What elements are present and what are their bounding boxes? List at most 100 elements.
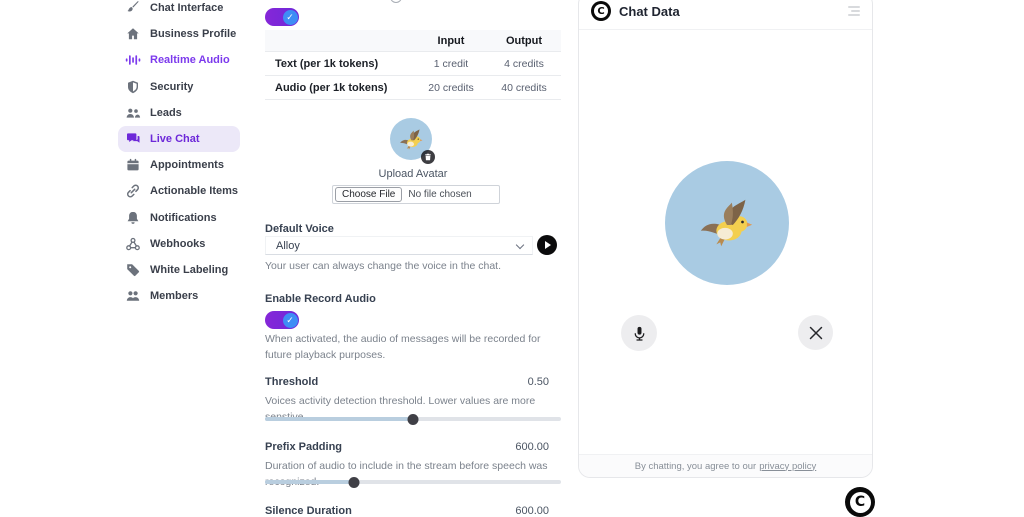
info-icon[interactable]: i <box>389 0 402 3</box>
paintbrush-icon <box>125 0 141 16</box>
threshold-row: Threshold 0.50 <box>265 376 561 388</box>
slider-thumb[interactable] <box>348 476 360 488</box>
sidebar-item-label: Live Chat <box>150 133 200 146</box>
avatar-file-input[interactable]: Choose File No file chosen <box>332 185 500 204</box>
sidebar-item-label: Notifications <box>150 211 217 224</box>
trash-icon <box>425 153 431 161</box>
chevron-down-icon <box>515 240 525 250</box>
bird-avatar <box>700 199 753 247</box>
bell-icon <box>125 210 141 226</box>
toggle-check-icon: ✓ <box>282 312 298 328</box>
sidebar-item-label: Chat Interface <box>150 2 224 15</box>
prefix-padding-row: Prefix Padding 600.00 <box>265 441 561 453</box>
voice-preview-play-button[interactable] <box>537 235 557 255</box>
row-output-value: 40 credits <box>501 81 547 94</box>
enable-realtime-audio-label: Enable Realtime Audio <box>265 0 384 3</box>
settings-sidebar: Chat Interface Business Profile Realtime… <box>118 0 240 309</box>
realtime-audio-settings-panel: Enable Realtime Audio i ✓ Input Output T… <box>265 0 561 517</box>
pricing-table: Input Output Text (per 1k tokens) 1 cred… <box>265 30 561 100</box>
table-row: Text (per 1k tokens) 1 credit 4 credits <box>265 52 561 76</box>
slider-track[interactable] <box>265 480 561 484</box>
row-output-value: 4 credits <box>504 57 544 70</box>
microphone-button[interactable] <box>621 315 657 351</box>
prefix-padding-value: 600.00 <box>515 441 549 453</box>
sidebar-item-webhooks[interactable]: Webhooks <box>118 231 240 257</box>
row-input-value: 20 credits <box>428 81 474 94</box>
chat-preview-panel: C Chat Data By chatti <box>578 0 873 478</box>
chat-title: Chat Data <box>619 3 680 19</box>
col-header-input: Input <box>437 34 465 47</box>
sidebar-item-actionable-items[interactable]: Actionable Items <box>118 178 240 204</box>
silence-duration-label: Silence Duration <box>265 505 352 517</box>
microphone-icon <box>634 326 644 341</box>
delete-avatar-button[interactable] <box>421 150 435 164</box>
sidebar-item-label: Leads <box>150 106 182 119</box>
sidebar-item-leads[interactable]: Leads <box>118 100 240 126</box>
sidebar-item-live-chat[interactable]: Live Chat <box>118 125 240 153</box>
prefix-padding-label: Prefix Padding <box>265 441 343 453</box>
users-icon <box>125 105 141 121</box>
sidebar-item-label: White Labeling <box>150 263 229 276</box>
sidebar-item-chat-interface[interactable]: Chat Interface <box>118 0 240 21</box>
link-icon <box>125 183 141 199</box>
sidebar-item-notifications[interactable]: Notifications <box>118 205 240 231</box>
choose-file-button[interactable]: Choose File <box>335 187 403 202</box>
avatar-image <box>390 118 432 160</box>
assistant-avatar <box>665 161 789 285</box>
chat-header: C Chat Data <box>579 0 872 30</box>
sidebar-item-business-profile[interactable]: Business Profile <box>118 21 240 47</box>
file-status-text: No file chosen <box>408 189 472 200</box>
menu-icon[interactable] <box>848 6 860 16</box>
threshold-value: 0.50 <box>527 376 549 388</box>
default-voice-label: Default Voice <box>265 223 334 235</box>
sidebar-item-label: Realtime Audio <box>150 54 230 67</box>
sidebar-item-label: Actionable Items <box>150 185 239 198</box>
enable-record-audio-help: When activated, the audio of messages wi… <box>265 333 541 361</box>
silence-duration-row: Silence Duration 600.00 <box>265 505 561 517</box>
privacy-policy-link[interactable]: privacy policy <box>759 460 817 472</box>
sidebar-item-label: Security <box>150 80 194 93</box>
chat-bubble-icon <box>125 131 141 147</box>
sidebar-item-members[interactable]: Members <box>118 283 240 309</box>
threshold-label: Threshold <box>265 376 319 388</box>
close-button[interactable] <box>798 315 833 350</box>
threshold-slider[interactable] <box>265 412 561 425</box>
privacy-footer: By chatting, you agree to our privacy po… <box>579 454 872 477</box>
calendar-icon <box>125 157 141 173</box>
chat-data-logo-icon: C <box>591 1 611 21</box>
sidebar-item-label: Business Profile <box>150 28 237 41</box>
enable-realtime-audio-row: Enable Realtime Audio i <box>265 0 402 3</box>
sidebar-item-appointments[interactable]: Appointments <box>118 152 240 178</box>
slider-fill <box>265 480 354 484</box>
row-input-value: 1 credit <box>433 57 469 70</box>
prefix-padding-slider[interactable] <box>265 475 561 488</box>
sidebar-item-security[interactable]: Security <box>118 74 240 100</box>
sidebar-item-realtime-audio[interactable]: Realtime Audio <box>118 47 240 73</box>
slider-fill <box>265 417 413 421</box>
pricing-table-header: Input Output <box>265 30 561 52</box>
members-icon <box>125 288 141 304</box>
chat-widget-launcher-button[interactable]: C <box>845 487 875 517</box>
sidebar-item-white-labeling[interactable]: White Labeling <box>118 257 240 283</box>
sidebar-item-label: Appointments <box>150 159 224 172</box>
upload-avatar-label: Upload Avatar <box>378 168 448 180</box>
default-voice-select[interactable]: Alloy <box>265 236 533 255</box>
enable-realtime-audio-toggle[interactable]: ✓ <box>265 8 299 26</box>
close-icon <box>809 326 822 339</box>
sidebar-item-label: Members <box>150 290 199 303</box>
col-header-output: Output <box>505 34 543 47</box>
bird-avatar <box>399 128 422 150</box>
slider-thumb[interactable] <box>407 413 419 425</box>
sidebar-item-label: Webhooks <box>150 237 206 250</box>
privacy-text: By chatting, you agree to our <box>634 460 757 472</box>
home-icon <box>125 26 141 42</box>
row-name: Audio (per 1k tokens) <box>275 81 388 94</box>
enable-record-audio-toggle[interactable]: ✓ <box>265 311 299 329</box>
table-row: Audio (per 1k tokens) 20 credits 40 cred… <box>265 76 561 100</box>
avatar-preview <box>390 118 435 164</box>
silence-duration-value: 600.00 <box>515 505 549 517</box>
toggle-check-icon: ✓ <box>282 9 298 25</box>
enable-record-audio-label: Enable Record Audio <box>265 293 376 305</box>
row-name: Text (per 1k tokens) <box>275 57 379 70</box>
play-icon <box>545 241 551 249</box>
